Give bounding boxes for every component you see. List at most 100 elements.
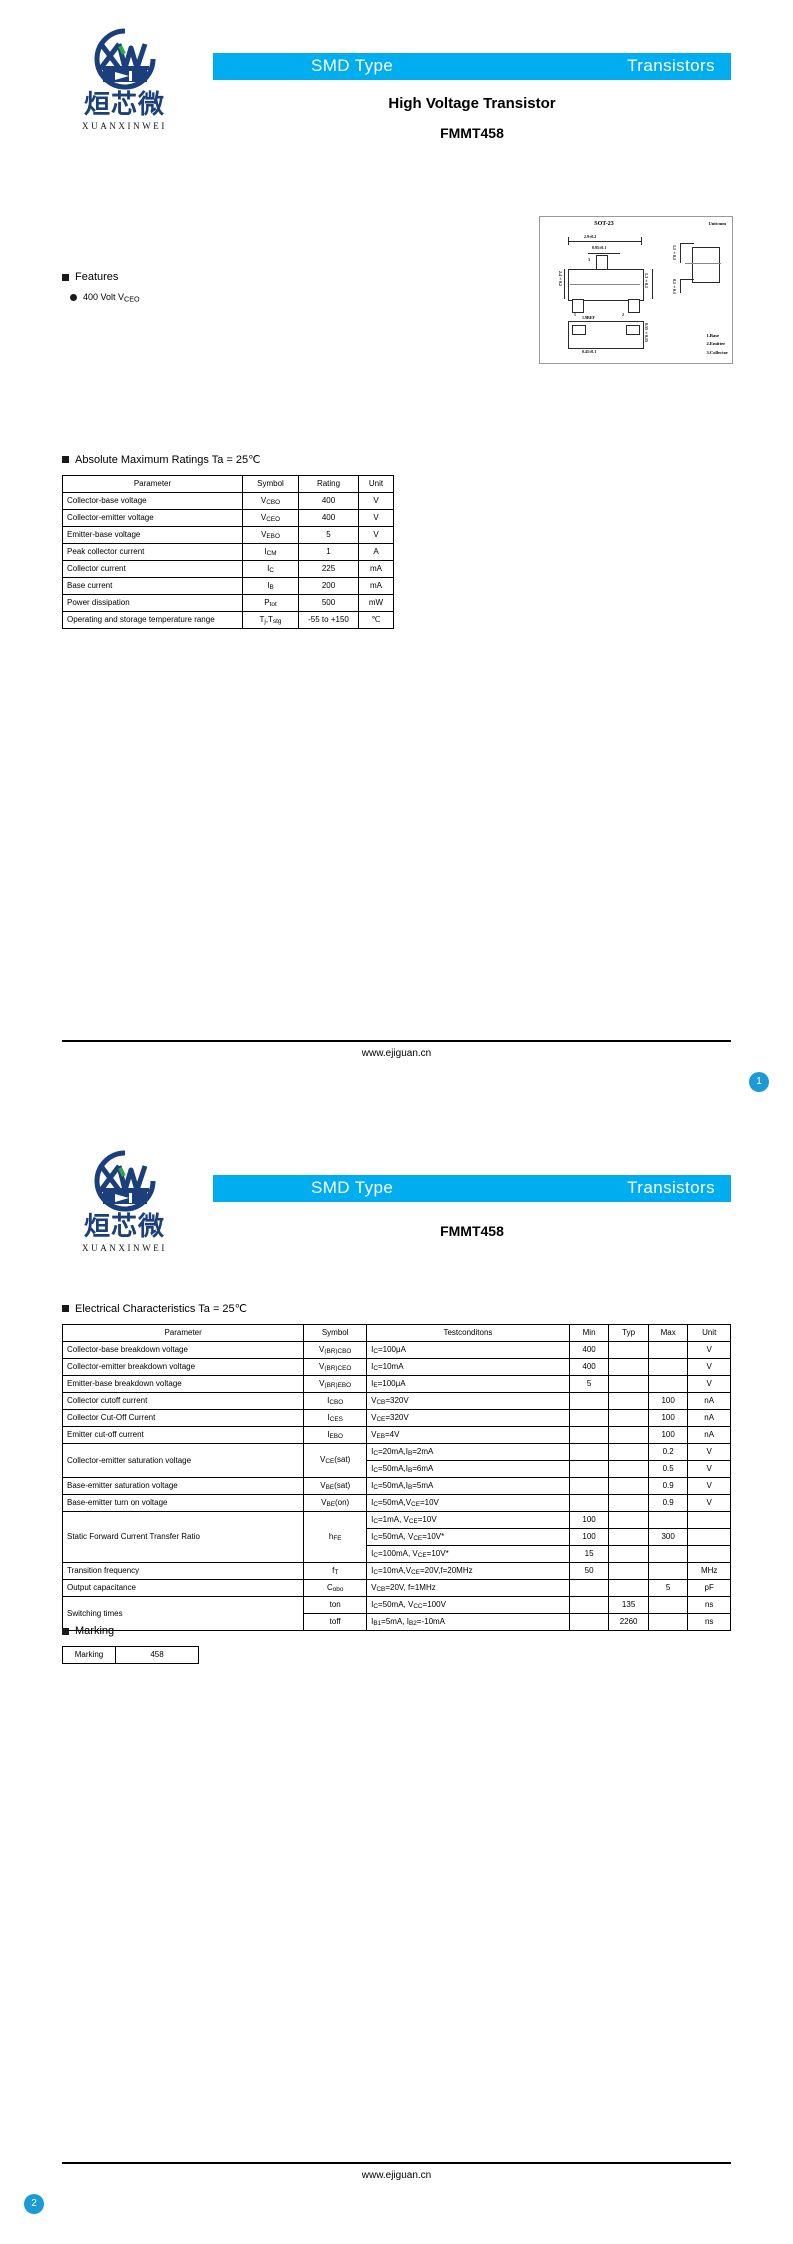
cell-condition: IC=50mA, VCE=10V* (366, 1528, 570, 1546)
cell-condition: IC=1mA, VCE=10V (366, 1511, 570, 1529)
cell-condition: IC=50mA, VCC=100V (366, 1596, 570, 1614)
cell-symbol: hFE (303, 1511, 368, 1563)
cell-parameter: Collector current (62, 560, 243, 578)
cell-parameter: Collector-emitter breakdown voltage (61, 1358, 305, 1376)
table-row: Collector Cut-Off Current ICES VCE=320V 100… (61, 1409, 731, 1427)
cell-symbol: V(BR)EBO (303, 1375, 368, 1393)
table-row: Base-emitter turn on voltage VBE(on) IC=50… (61, 1494, 731, 1512)
footer-url: www.ejiguan.cn (361, 2170, 432, 2181)
table-row: Emitter cut-off current IEBO VEB=4V 100 nA (61, 1426, 731, 1444)
cell-symbol: VCBO (242, 492, 299, 510)
features-block: Features 400 Volt VCEO (62, 271, 140, 303)
cell-unit (687, 1528, 731, 1546)
cell-condition: IC=50mA,IB=5mA (366, 1477, 570, 1495)
cell-parameter: Collector cutoff current (61, 1392, 305, 1410)
page-2: 烜芯微 XUANXINWEI SMD Type Transistors FMMT… (0, 1122, 793, 2244)
marking-label: Marking (62, 1646, 116, 1664)
cell-symbol: ICM (242, 543, 299, 561)
cell-typ (608, 1460, 649, 1478)
table-row: Collector-emitter saturation voltage VCE(… (61, 1443, 731, 1478)
part-number: FMMT458 (440, 125, 504, 141)
cell-unit: V (358, 526, 394, 544)
table-row: Marking 458 (62, 1646, 199, 1664)
cell-parameter: Base-emitter saturation voltage (61, 1477, 305, 1495)
cell-max (647, 1562, 689, 1580)
dim-side-a: 1.1±0.1 (672, 245, 677, 260)
cell-max (647, 1613, 689, 1631)
banner-type-label: SMD Type (311, 56, 394, 75)
cell-parameter: Transition frequency (61, 1562, 305, 1580)
cell-parameter: Output capacitance (61, 1579, 305, 1597)
logo-mark-icon (79, 1149, 171, 1212)
cell-condition: IC=20mA,IB=2mA (366, 1443, 570, 1461)
cell-unit: A (358, 543, 394, 561)
cell-unit: V (687, 1341, 731, 1359)
cell-min: 400 (568, 1341, 610, 1359)
cell-condition: IC=10mA (366, 1358, 570, 1376)
cell-rating: 400 (298, 509, 359, 527)
cell-typ (608, 1562, 649, 1580)
cell-max: 0.9 (647, 1494, 689, 1512)
table-row: Emitter-base voltage VEBO 5 V (62, 526, 394, 544)
cell-min: 100 (568, 1511, 610, 1529)
abs-max-section: Absolute Maximum Ratings Ta = 25℃ Parame… (62, 453, 394, 629)
col-3: Min (568, 1324, 610, 1342)
cell-symbol: toff (303, 1613, 368, 1631)
table-row: Collector-base breakdown voltage V(BR)CBO… (61, 1341, 731, 1359)
table-row: Power dissipation Ptot 500 mW (62, 594, 394, 612)
marking-table: Marking 458 (62, 1646, 199, 1664)
cell-typ: 135 (608, 1596, 649, 1614)
cell-typ (608, 1341, 649, 1359)
cell-typ (608, 1545, 649, 1563)
cell-parameter: Static Forward Current Transfer Ratio (61, 1511, 305, 1563)
cell-condition: VEB=4V (366, 1426, 570, 1444)
cell-typ: 2260 (608, 1613, 649, 1631)
table-row: IC=100mA, VCE=10V* 15 (63, 1545, 731, 1563)
table-row: Emitter-base breakdown voltage V(BR)EBO IE… (61, 1375, 731, 1393)
logo-mark-icon (79, 27, 171, 90)
cell-unit: ns (687, 1613, 731, 1631)
cell-min (568, 1477, 610, 1495)
cell-parameter: Collector-emitter saturation voltage (61, 1443, 305, 1478)
table-row: IC=50mA,IB=6mA 0.5 V (63, 1460, 731, 1478)
cell-typ (608, 1528, 649, 1546)
cell-max: 100 (647, 1426, 689, 1444)
cell-min (568, 1392, 610, 1410)
cell-parameter: Collector-base breakdown voltage (61, 1341, 305, 1359)
cell-parameter: Collector Cut-Off Current (61, 1409, 305, 1427)
cell-max (647, 1341, 689, 1359)
cell-condition: IC=50mA,VCE=10V (366, 1494, 570, 1512)
header-banner: SMD Type Transistors (213, 1175, 731, 1202)
dim-side-b: 0.1±0.1 (672, 279, 677, 294)
cell-parameter: Operating and storage temperature range (62, 611, 243, 629)
cell-max (647, 1596, 689, 1614)
cell-unit: MHz (687, 1562, 731, 1580)
cell-max (647, 1358, 689, 1376)
table-row: Collector-emitter breakdown voltage V(BR)… (61, 1358, 731, 1376)
table-row: Switching times ton IC=50mA, VCC=100V 135 ns (61, 1596, 731, 1631)
cell-rating: 5 (298, 526, 359, 544)
cell-max: 5 (647, 1579, 689, 1597)
company-logo: 烜芯微 XUANXINWEI (62, 27, 187, 131)
table-row: Peak collector current ICM 1 A (62, 543, 394, 561)
feature-item-text: 400 Volt VCEO (83, 292, 140, 304)
cell-parameter: Peak collector current (62, 543, 243, 561)
cell-max: 300 (647, 1528, 689, 1546)
cell-symbol: V(BR)CBO (303, 1341, 368, 1359)
dim-width-top: 2.9±0.2 (584, 234, 597, 239)
cell-parameter: Emitter-base voltage (62, 526, 243, 544)
cell-symbol: ICES (303, 1409, 368, 1427)
cell-unit: V (687, 1375, 731, 1393)
table-row: Operating and storage temperature range T… (62, 611, 394, 629)
col-6: Unit (687, 1324, 731, 1342)
cell-unit: V (358, 509, 394, 527)
cell-unit: nA (687, 1409, 731, 1427)
cell-typ (608, 1358, 649, 1376)
package-drawing: SOT-23 Unit:mm 2.9±0.2 0.95±0.1 3 2.4±0.… (539, 216, 733, 364)
logo-english-name: XUANXINWEI (82, 1243, 167, 1253)
dim-pitch: 0.95±0.1 (592, 245, 607, 250)
cell-unit (687, 1511, 731, 1529)
part-number: FMMT458 (440, 1223, 504, 1239)
cell-parameter: Emitter cut-off current (61, 1426, 305, 1444)
cell-min (568, 1426, 610, 1444)
